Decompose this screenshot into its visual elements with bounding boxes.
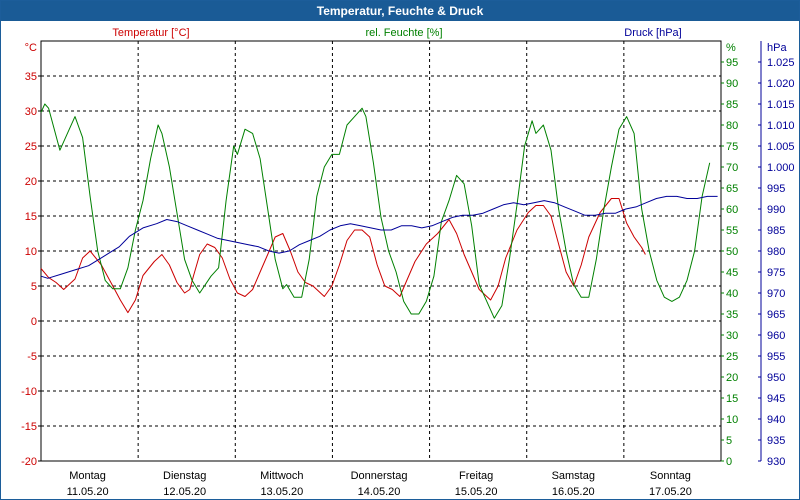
- window-title: Temperatur, Feuchte & Druck: [1, 1, 799, 21]
- humidity-tick-label: 70: [726, 162, 738, 174]
- humidity-tick-label: 15: [726, 393, 738, 405]
- humidity-tick-label: 25: [726, 351, 738, 363]
- day-date-label: 12.05.20: [163, 486, 206, 498]
- temperature-unit: °C: [25, 42, 37, 54]
- humidity-unit: %: [726, 42, 736, 54]
- humidity-series-label: rel. Feuchte [%]: [365, 27, 442, 39]
- temperature-tick-label: 15: [25, 211, 37, 223]
- pressure-tick-label: 1.015: [767, 99, 795, 111]
- pressure-tick-label: 995: [767, 183, 785, 195]
- day-date-label: 17.05.20: [649, 486, 692, 498]
- pressure-tick-label: 955: [767, 351, 785, 363]
- pressure-tick-label: 985: [767, 225, 785, 237]
- temperature-series-line: [40, 198, 646, 314]
- temperature-tick-label: -20: [21, 456, 37, 468]
- humidity-tick-label: 95: [726, 57, 738, 69]
- day-name-label: Sonntag: [650, 470, 691, 482]
- day-name-label: Donnerstag: [351, 470, 408, 482]
- day-name-label: Samstag: [552, 470, 595, 482]
- humidity-tick-label: 10: [726, 414, 738, 426]
- humidity-tick-label: 65: [726, 183, 738, 195]
- temperature-tick-label: 10: [25, 246, 37, 258]
- pressure-tick-label: 990: [767, 204, 785, 216]
- temperature-tick-label: 20: [25, 176, 37, 188]
- day-name-label: Dienstag: [163, 470, 206, 482]
- pressure-series-label: Druck [hPa]: [624, 27, 681, 39]
- day-name-label: Freitag: [459, 470, 493, 482]
- humidity-tick-label: 80: [726, 120, 738, 132]
- humidity-tick-label: 85: [726, 99, 738, 111]
- pressure-tick-label: 975: [767, 267, 785, 279]
- temperature-tick-label: 0: [31, 316, 37, 328]
- humidity-tick-label: 75: [726, 141, 738, 153]
- humidity-tick-label: 35: [726, 309, 738, 321]
- humidity-tick-label: 30: [726, 330, 738, 342]
- humidity-tick-label: 0: [726, 456, 732, 468]
- temperature-tick-label: 25: [25, 141, 37, 153]
- pressure-tick-label: 1.020: [767, 78, 795, 90]
- day-name-label: Montag: [69, 470, 106, 482]
- day-date-label: 16.05.20: [552, 486, 595, 498]
- day-name-label: Mittwoch: [260, 470, 303, 482]
- day-date-label: 15.05.20: [455, 486, 498, 498]
- pressure-tick-label: 950: [767, 372, 785, 384]
- pressure-series-line: [40, 195, 718, 279]
- day-date-label: 11.05.20: [67, 486, 109, 498]
- pressure-tick-label: 1.000: [767, 162, 795, 174]
- pressure-tick-label: 930: [767, 456, 785, 468]
- temperature-tick-label: 35: [25, 71, 37, 83]
- pressure-tick-label: 980: [767, 246, 785, 258]
- day-date-label: 13.05.20: [260, 486, 303, 498]
- humidity-tick-label: 90: [726, 78, 738, 90]
- humidity-tick-label: 50: [726, 246, 738, 258]
- humidity-tick-label: 60: [726, 204, 738, 216]
- pressure-tick-label: 1.005: [767, 141, 795, 153]
- pressure-unit: hPa: [767, 42, 787, 54]
- temperature-tick-label: -10: [21, 386, 37, 398]
- pressure-tick-label: 1.025: [767, 57, 795, 69]
- humidity-tick-label: 20: [726, 372, 738, 384]
- humidity-tick-label: 45: [726, 267, 738, 279]
- temperature-tick-label: 5: [31, 281, 37, 293]
- pressure-tick-label: 945: [767, 393, 785, 405]
- temperature-tick-label: -15: [21, 421, 37, 433]
- temperature-tick-label: 30: [25, 106, 37, 118]
- humidity-tick-label: 40: [726, 288, 738, 300]
- pressure-tick-label: 970: [767, 288, 785, 300]
- day-date-label: 14.05.20: [358, 486, 401, 498]
- temperature-series-label: Temperatur [°C]: [112, 27, 189, 39]
- humidity-tick-label: 5: [726, 435, 732, 447]
- humidity-series-line: [40, 103, 711, 319]
- pressure-tick-label: 1.010: [767, 120, 795, 132]
- humidity-tick-label: 55: [726, 225, 738, 237]
- pressure-tick-label: 965: [767, 309, 785, 321]
- pressure-tick-label: 940: [767, 414, 785, 426]
- pressure-tick-label: 935: [767, 435, 785, 447]
- temperature-tick-label: -5: [27, 351, 37, 363]
- pressure-tick-label: 960: [767, 330, 785, 342]
